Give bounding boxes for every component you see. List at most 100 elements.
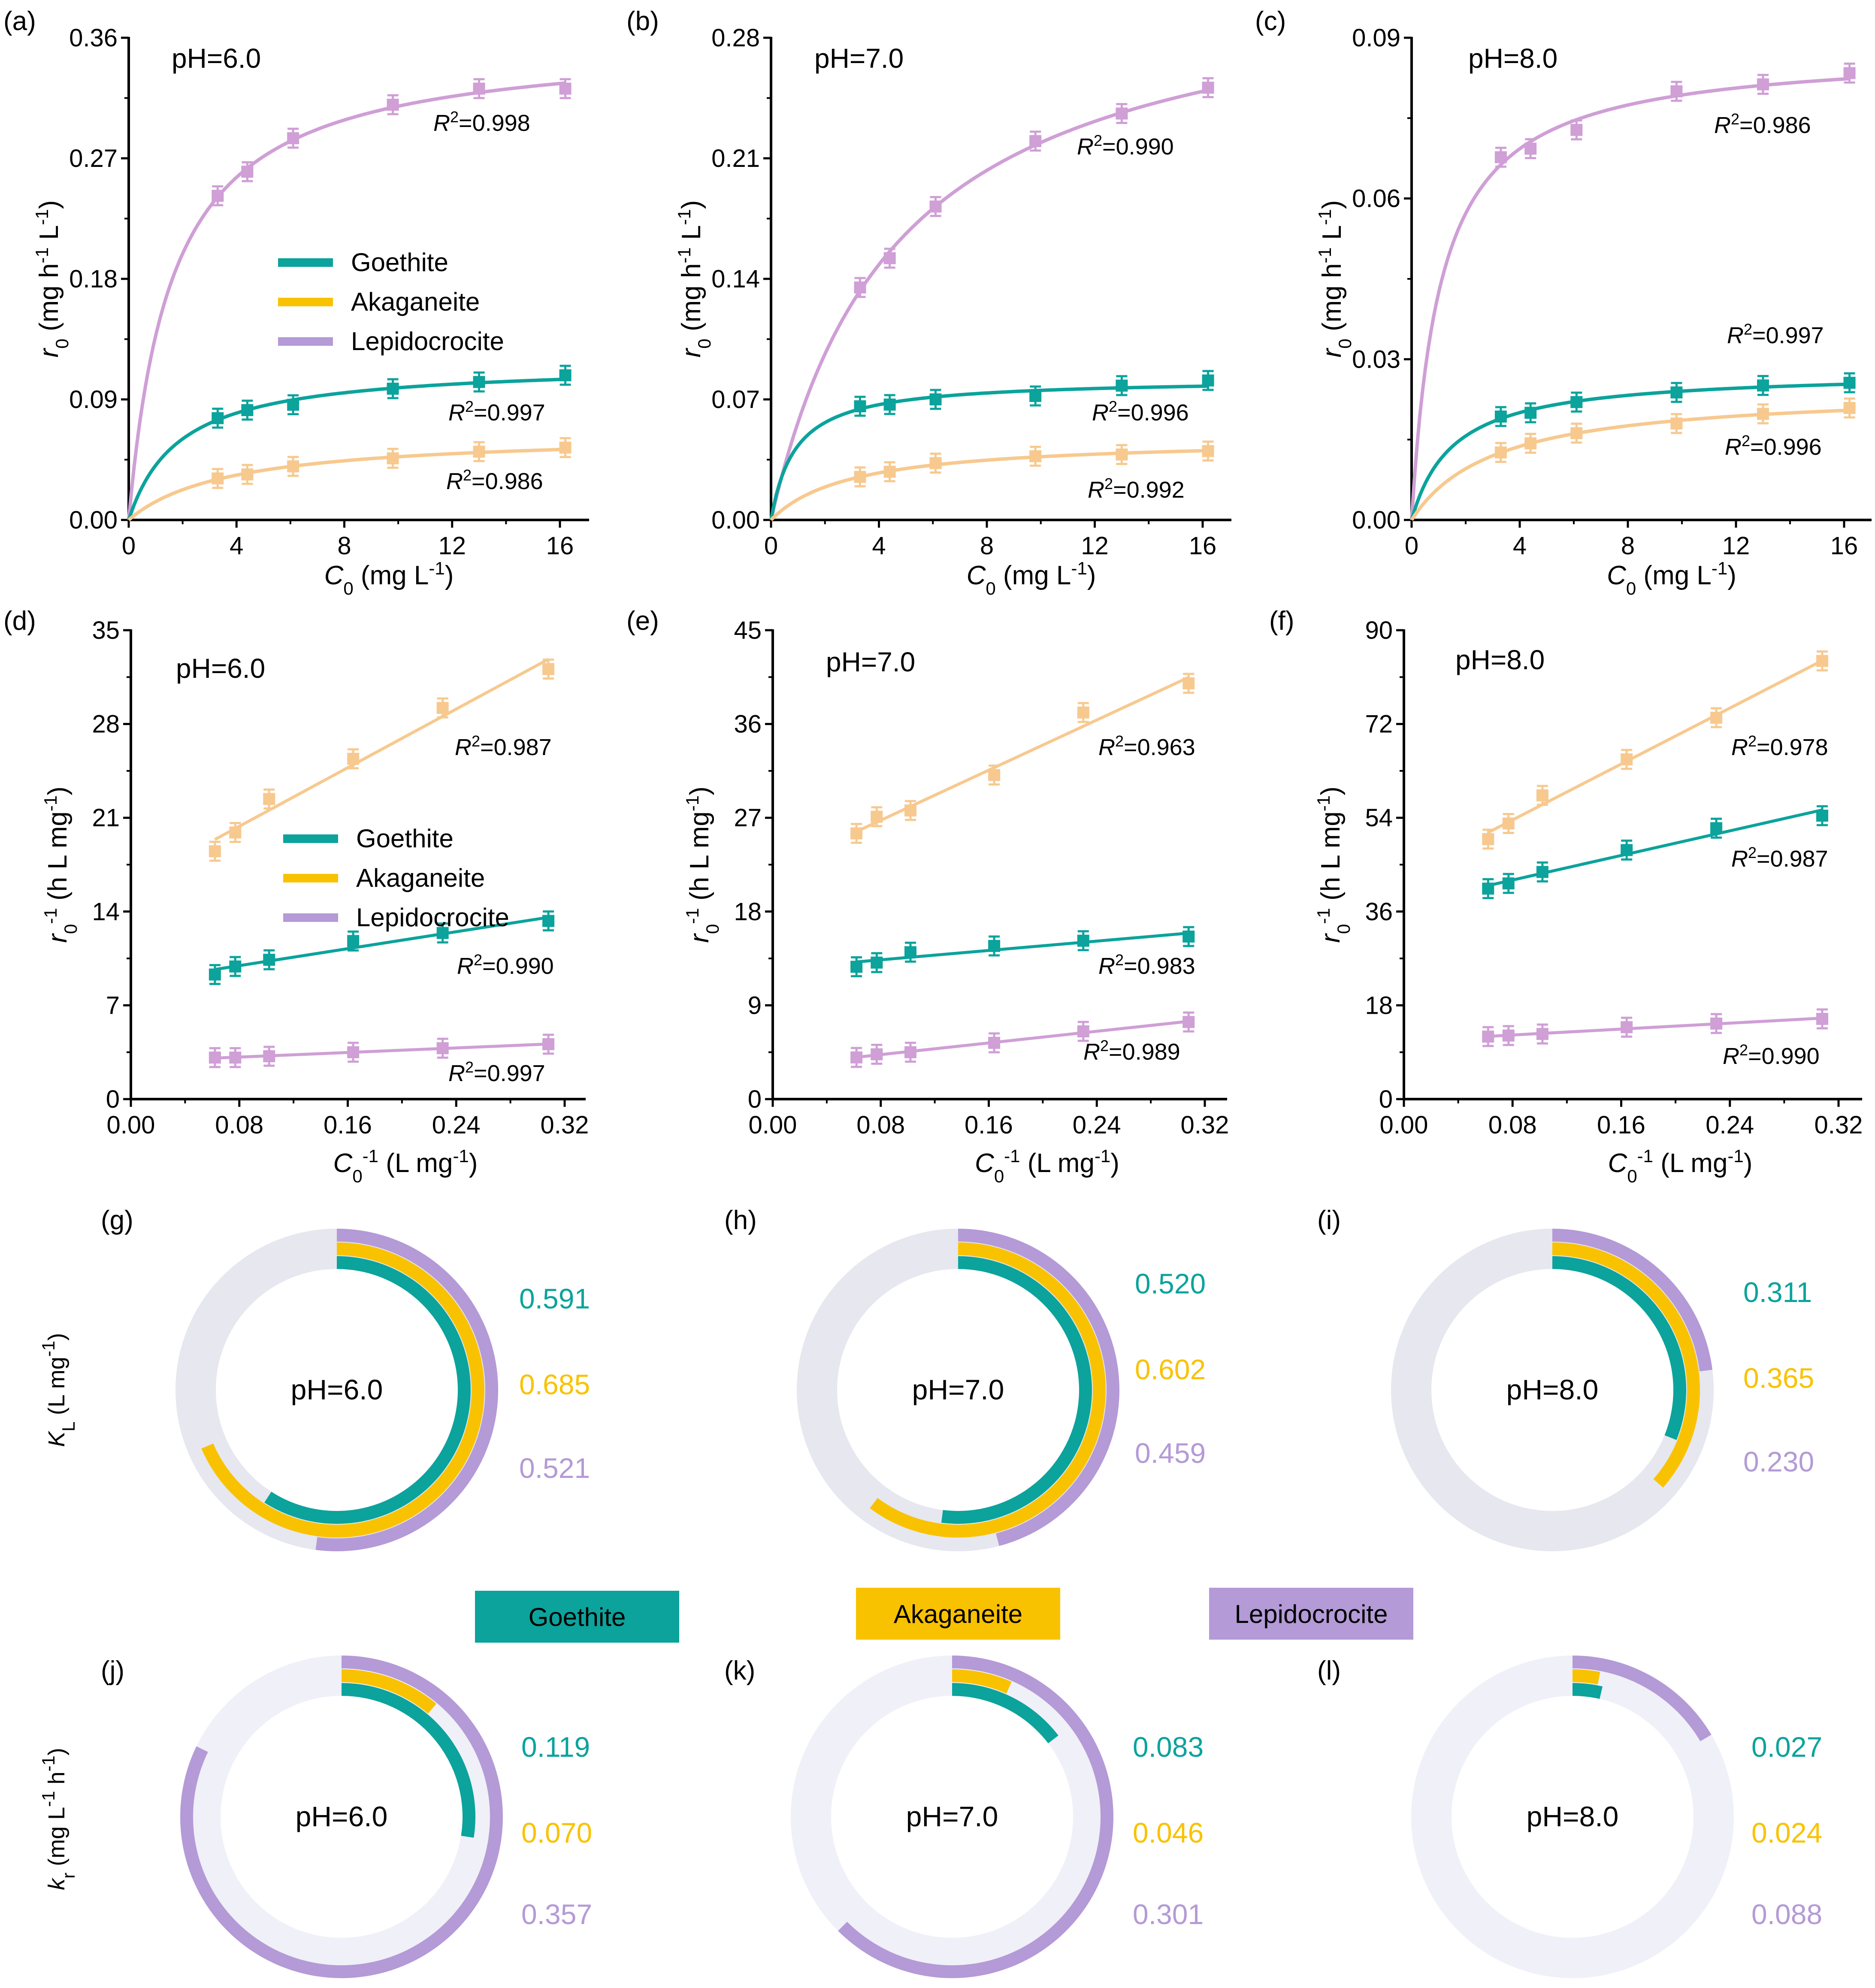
r-squared-label: R2=0.990 — [1077, 132, 1174, 160]
ring-value-akaganeite: 0.365 — [1743, 1362, 1814, 1394]
ring-legend-box-akaganeite — [856, 1588, 1060, 1640]
chart-panel-b: (b) pH=7.0 0.00 0.07 0.14 0.21 0.28 0 4 8 12 16 C0 (… — [626, 6, 1231, 598]
data-point — [542, 663, 555, 675]
ring-arc-akaganeite — [1573, 1669, 1600, 1685]
data-point — [1182, 1016, 1195, 1028]
ph-annotation: pH=8.0 — [1468, 43, 1557, 74]
data-point — [1536, 866, 1548, 878]
data-point — [1670, 85, 1683, 97]
ring-arc-goethite — [1552, 1256, 1686, 1440]
data-point — [347, 752, 360, 765]
data-point — [929, 393, 942, 405]
data-point — [1077, 1025, 1089, 1038]
data-point — [1116, 448, 1128, 461]
data-point — [473, 445, 485, 458]
y-tick-label: 0.03 — [1352, 345, 1400, 373]
ph-annotation: pH=7.0 — [814, 43, 904, 74]
data-point — [1843, 402, 1856, 414]
panel-letter: (l) — [1317, 1656, 1341, 1686]
x-axis-title: C0-1 (L mg-1) — [975, 1146, 1119, 1186]
x-tick-label: 0 — [1405, 532, 1418, 560]
data-point — [229, 960, 242, 973]
x-tick-label: 12 — [1722, 532, 1750, 560]
x-tick-label: 12 — [1081, 532, 1109, 560]
y-tick-label: 0.00 — [69, 506, 118, 534]
y-tick-label: 0.36 — [69, 24, 118, 52]
y-axis-title: r0-1 (h L mg-1) — [1313, 786, 1354, 943]
y-tick-label: 21 — [92, 804, 120, 832]
data-point — [1494, 410, 1507, 423]
fit-curve — [770, 449, 1208, 521]
y-tick-label: 18 — [734, 898, 762, 926]
data-point — [883, 399, 896, 411]
legend-swatch-akaganeite — [283, 874, 338, 882]
ring-legend-box-lepidocrocite — [1209, 1588, 1413, 1640]
data-point — [850, 961, 863, 973]
data-point — [241, 404, 254, 416]
r-squared-label: R2=0.986 — [1714, 110, 1811, 139]
r-squared-label: R2=0.983 — [1098, 951, 1195, 979]
data-point — [1202, 445, 1214, 457]
ring-center-label: pH=8.0 — [1506, 1374, 1599, 1405]
x-tick-label: 0.32 — [1815, 1111, 1863, 1139]
x-axis-title: C0 (mg L-1) — [967, 558, 1096, 598]
data-point — [263, 954, 275, 966]
ring-value-goethite: 0.520 — [1135, 1268, 1206, 1299]
r-squared-value: 0.997 — [487, 1060, 545, 1086]
r-squared-label: R2=0.987 — [455, 732, 552, 761]
data-point — [241, 166, 254, 178]
y-tick-label: 0.09 — [1352, 24, 1400, 52]
chart-panel-d: (d) pH=6.0 0 7 14 21 28 35 0.00 0.08 0.16 0.24 0.32 C… — [3, 606, 589, 1186]
data-point — [1482, 882, 1494, 895]
y-tick-label: 18 — [1365, 991, 1393, 1019]
x-tick-label: 0.08 — [1488, 1111, 1537, 1139]
x-tick-label: 0 — [764, 532, 778, 560]
x-tick-label: 0.00 — [749, 1111, 797, 1139]
ring-value-akaganeite: 0.046 — [1133, 1817, 1204, 1849]
data-point — [1524, 437, 1537, 450]
ring-panel-j: (j) 0.119 0.070 0.357 pH=6.0 — [101, 1656, 592, 1978]
data-point — [1029, 390, 1042, 402]
series-akaganeite: R2=0.987 — [209, 658, 555, 862]
r-squared-value: 0.986 — [485, 468, 543, 494]
ring-value-lepidocrocite: 0.357 — [521, 1898, 592, 1930]
ring-center-label: pH=6.0 — [291, 1374, 383, 1405]
data-point — [1670, 417, 1683, 430]
data-point — [287, 399, 299, 411]
data-point — [1494, 446, 1507, 459]
data-point — [542, 1038, 555, 1050]
panel-letter: (k) — [724, 1656, 755, 1686]
panel-letter: (e) — [626, 606, 659, 636]
y-tick-label: 0.06 — [1352, 185, 1400, 213]
r-squared-value: 0.998 — [472, 110, 530, 136]
series-goethite: R2=0.987 — [1482, 805, 1829, 899]
data-point — [1621, 753, 1633, 766]
data-point — [436, 1042, 449, 1054]
panel-letter: (i) — [1317, 1205, 1341, 1235]
data-point — [1570, 396, 1583, 408]
x-tick-label: 0.16 — [324, 1111, 372, 1139]
ring-arc-akaganeite — [1552, 1242, 1700, 1488]
r-squared-value: 0.983 — [1137, 953, 1195, 979]
data-point — [929, 200, 942, 213]
r-squared-value: 0.990 — [1116, 134, 1174, 160]
series-goethite: R2=0.996 — [769, 370, 1214, 520]
x-tick-label: 0.32 — [541, 1111, 589, 1139]
ring-y-axis-title-kr: kr (mg L-1 h-1) — [38, 1748, 79, 1890]
data-point — [1757, 379, 1769, 392]
panel-letter: (h) — [724, 1205, 757, 1235]
ring-arc-goethite — [342, 1683, 476, 1838]
fit-curve — [1410, 77, 1850, 520]
legend-label-goethite: Goethite — [351, 248, 448, 277]
y-tick-label: 7 — [106, 991, 120, 1019]
x-tick-label: 4 — [872, 532, 886, 560]
ring-arc-lepidocrocite — [1573, 1656, 1712, 1741]
series-akaganeite: R2=0.978 — [1482, 650, 1829, 850]
x-tick-label: 8 — [1621, 532, 1635, 560]
ring-panel-g: (g) 0.591 0.685 0.521 pH=6.0 — [101, 1205, 590, 1551]
data-point — [1494, 151, 1507, 163]
data-point — [212, 190, 224, 202]
y-tick-label: 0.21 — [711, 145, 760, 172]
ring-value-akaganeite: 0.602 — [1135, 1354, 1206, 1385]
